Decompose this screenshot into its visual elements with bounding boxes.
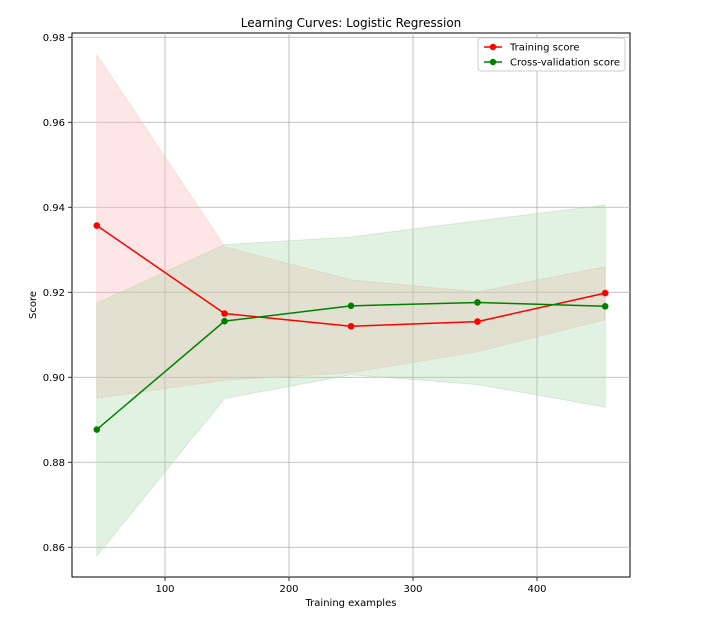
cv-score-band [96, 204, 606, 557]
x-tick-label: 200 [279, 584, 298, 595]
legend-cv-label: Cross-validation score [510, 58, 620, 69]
training-score-point [221, 310, 228, 317]
legend: Training score Cross-validation score [477, 37, 626, 72]
x-tick-label: 400 [527, 584, 546, 595]
chart-title: Learning Curves: Logistic Regression [241, 16, 462, 30]
x-axis-label: Training examples [305, 598, 397, 609]
y-tick-label: 0.92 [43, 288, 65, 299]
legend-box [477, 37, 626, 72]
y-tick-label: 0.86 [43, 543, 65, 554]
cv-score-point [221, 317, 228, 325]
y-gridlines [72, 36, 630, 548]
plot-area [71, 32, 631, 578]
training-score-point [601, 289, 609, 297]
x-axis-ticks: 100 200 300 400 [155, 577, 547, 595]
training-score-point [474, 318, 481, 325]
cv-score-point [93, 426, 101, 433]
y-tick-label: 0.98 [43, 33, 65, 44]
y-tick-label: 0.94 [43, 203, 65, 214]
legend-training-label: Training score [509, 43, 580, 54]
y-axis-ticks: 0.86 0.88 0.90 0.92 0.94 0.96 0.98 [43, 33, 72, 554]
y-axis-label: Score [28, 291, 39, 319]
legend-training-marker [489, 43, 497, 51]
x-gridlines [164, 33, 538, 577]
x-tick-label: 300 [403, 584, 422, 595]
x-tick-label: 100 [155, 584, 174, 595]
cv-score-point [347, 302, 355, 310]
training-score-point [93, 222, 101, 229]
training-score-point [347, 322, 355, 330]
score-points [93, 222, 609, 433]
y-tick-label: 0.96 [43, 118, 65, 129]
plot-frame [71, 32, 631, 578]
legend-cv-marker [489, 58, 497, 66]
cv-score-point [474, 299, 481, 306]
y-tick-label: 0.90 [43, 373, 65, 384]
y-tick-label: 0.88 [43, 458, 65, 469]
cv-score-point [601, 302, 609, 310]
